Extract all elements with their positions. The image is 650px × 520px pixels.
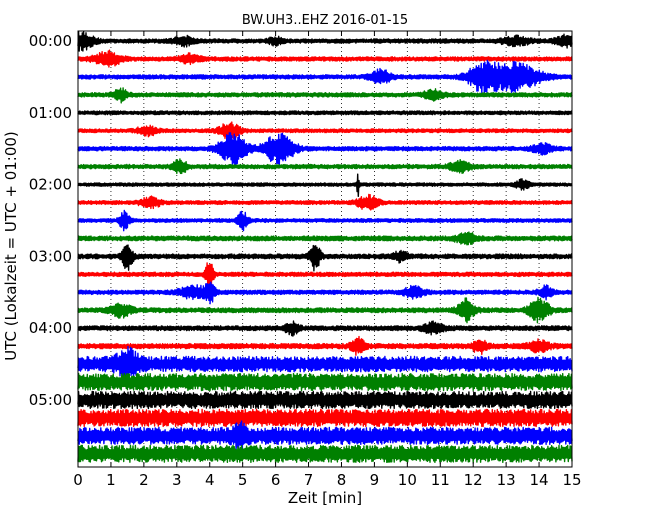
y-tick-label: 00:00 bbox=[29, 32, 72, 50]
seismic-trace bbox=[77, 87, 573, 104]
seismic-trace bbox=[77, 444, 573, 463]
seismic-trace bbox=[77, 173, 573, 197]
x-tick-label: 9 bbox=[370, 471, 380, 489]
seismic-trace bbox=[77, 193, 573, 211]
plot-frame bbox=[77, 30, 573, 468]
y-axis-label: UTC (Lokalzeit = UTC + 01:00) bbox=[2, 131, 20, 361]
seismic-trace bbox=[77, 209, 573, 232]
y-tick-label: 02:00 bbox=[29, 176, 72, 194]
x-tick-label: 8 bbox=[337, 471, 347, 489]
x-axis-label: Zeit [min] bbox=[288, 489, 362, 507]
seismic-trace bbox=[77, 132, 573, 166]
x-tick-label: 13 bbox=[497, 471, 516, 489]
seismic-trace bbox=[77, 244, 573, 272]
chart-title: BW.UH3..EHZ 2016-01-15 bbox=[242, 13, 408, 28]
seismic-trace bbox=[77, 390, 573, 410]
x-axis-ticks: 0 1 2 3 4 5 6 7 8 9 10 11 12 13 14 15 bbox=[73, 31, 582, 489]
seismic-trace bbox=[77, 320, 573, 337]
seismic-trace bbox=[77, 158, 573, 175]
grid-lines bbox=[110, 31, 540, 467]
x-tick-label: 11 bbox=[431, 471, 450, 489]
seismic-trace bbox=[77, 262, 573, 290]
seismic-trace bbox=[77, 49, 573, 68]
x-tick-label: 3 bbox=[172, 471, 182, 489]
x-tick-label: 5 bbox=[238, 471, 248, 489]
seismic-trace bbox=[77, 110, 573, 116]
x-tick-label: 1 bbox=[106, 471, 116, 489]
seismic-trace bbox=[77, 281, 573, 305]
seismic-trace bbox=[77, 345, 573, 382]
x-tick-label: 6 bbox=[271, 471, 281, 489]
x-tick-label: 15 bbox=[562, 471, 581, 489]
seismic-trace bbox=[77, 372, 573, 392]
y-tick-label: 01:00 bbox=[29, 104, 72, 122]
y-tick-label: 03:00 bbox=[29, 247, 72, 265]
x-tick-label: 7 bbox=[304, 471, 314, 489]
y-axis-ticks: 00:00 01:00 02:00 03:00 04:00 05:00 bbox=[29, 32, 572, 409]
x-tick-label: 14 bbox=[530, 471, 549, 489]
seismic-trace bbox=[77, 31, 573, 52]
seismic-trace bbox=[77, 408, 573, 428]
x-tick-label: 4 bbox=[205, 471, 215, 489]
seismic-trace bbox=[77, 121, 573, 141]
y-tick-label: 05:00 bbox=[29, 391, 72, 409]
seismic-traces bbox=[77, 31, 573, 463]
seismic-trace bbox=[77, 59, 573, 94]
x-tick-label: 12 bbox=[464, 471, 483, 489]
seismic-trace bbox=[77, 335, 573, 356]
seismic-trace bbox=[77, 420, 573, 452]
seismic-trace bbox=[77, 296, 573, 324]
x-tick-label: 2 bbox=[139, 471, 149, 489]
y-tick-label: 04:00 bbox=[29, 319, 72, 337]
seismic-trace bbox=[77, 231, 573, 246]
x-tick-label: 10 bbox=[398, 471, 417, 489]
x-tick-label: 0 bbox=[73, 471, 83, 489]
